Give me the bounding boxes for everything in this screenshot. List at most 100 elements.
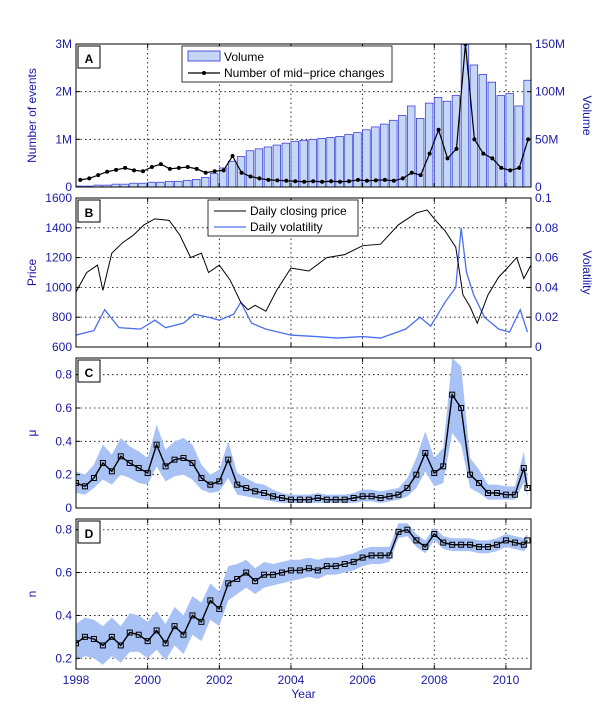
ytick-label: 2M	[55, 85, 72, 99]
estimate-marker	[81, 483, 88, 490]
estimate-marker	[279, 495, 286, 501]
confidence-band	[76, 358, 528, 503]
estimate-marker	[270, 571, 277, 578]
estimate-marker	[135, 465, 142, 471]
volume-bar	[326, 137, 335, 187]
volume-bar	[424, 102, 434, 187]
estimate-marker	[395, 528, 402, 535]
estimate-marker	[332, 496, 339, 503]
volume-bar	[505, 93, 514, 187]
events-point	[140, 169, 145, 174]
estimate-marker	[144, 638, 151, 645]
estimate-marker	[296, 567, 303, 574]
estimate-marker	[135, 631, 142, 638]
estimate-marker	[162, 640, 169, 647]
estimate-marker	[108, 468, 115, 475]
estimate-marker	[413, 537, 420, 544]
estimate-marker	[502, 491, 509, 498]
estimate-marker	[216, 478, 223, 485]
legend-box	[207, 199, 359, 237]
estimate-marker	[524, 537, 531, 544]
events-point	[454, 146, 459, 151]
estimate-marker	[377, 552, 384, 559]
estimate-marker	[422, 543, 429, 550]
y2tick-label: 100M	[535, 85, 565, 99]
ytick-label: 3M	[55, 37, 72, 51]
ytick-label: 0.4	[55, 434, 72, 448]
estimate-marker	[207, 597, 214, 604]
estimate-marker	[153, 441, 160, 448]
estimate-marker	[359, 554, 366, 561]
estimate-marker	[404, 526, 411, 533]
estimate-marker	[90, 475, 97, 481]
volume-bar	[281, 142, 290, 187]
events-point	[364, 178, 369, 183]
estimate-marker	[216, 606, 223, 612]
panel-label-box	[77, 45, 101, 69]
ytick-label: 1200	[45, 251, 72, 265]
panel-label-box	[77, 520, 101, 544]
events-point	[87, 176, 92, 181]
events-point	[284, 178, 289, 183]
events-point	[409, 170, 414, 175]
ytick-label: 0	[65, 501, 72, 515]
frame-c	[75, 357, 532, 509]
events-point	[418, 173, 423, 178]
estimate-marker	[386, 552, 393, 559]
estimate-marker	[225, 580, 232, 587]
events-point	[338, 179, 343, 184]
estimate-marker	[449, 391, 456, 398]
y-axis-label: n	[25, 591, 39, 598]
estimate-marker	[395, 491, 402, 498]
ytick-label: 0.8	[55, 523, 72, 537]
volume-bar	[407, 105, 416, 187]
ytick-label: 600	[52, 340, 72, 354]
xtick-label: 2000	[134, 673, 161, 687]
estimate-marker	[81, 633, 88, 640]
estimate-marker	[476, 543, 483, 550]
estimate-marker	[108, 633, 115, 640]
estimate-marker	[117, 642, 124, 649]
y2tick-label: 0.1	[535, 191, 552, 205]
events-point	[203, 170, 208, 175]
events-point	[212, 169, 217, 174]
volume-bar	[389, 119, 398, 187]
estimate-marker	[511, 539, 518, 546]
estimate-marker	[279, 569, 286, 576]
events-point	[311, 179, 316, 184]
estimate-marker	[511, 491, 518, 498]
estimate-marker	[117, 453, 124, 460]
estimate-marker	[162, 463, 169, 470]
ytick-label: 1M	[55, 132, 72, 146]
volume-bar	[398, 115, 407, 187]
events-point	[132, 168, 137, 173]
events-point	[176, 165, 181, 170]
ytick-label: 0	[65, 180, 72, 194]
volume-bar	[263, 146, 273, 187]
events-point	[96, 173, 101, 178]
estimate-marker	[520, 541, 527, 548]
y-axis-label: μ	[25, 429, 39, 436]
events-point	[149, 164, 154, 169]
events-point	[517, 165, 522, 170]
volume-bar	[174, 180, 183, 187]
events-point	[436, 127, 441, 132]
estimate-marker	[198, 475, 205, 481]
panel-label-box	[77, 199, 101, 223]
estimate-marker	[287, 567, 294, 574]
volume-bar	[478, 74, 488, 187]
estimate-marker	[368, 552, 375, 559]
estimate-marker	[524, 485, 531, 491]
estimate-marker	[99, 460, 106, 466]
estimate-marker	[422, 450, 429, 456]
estimate-marker	[368, 493, 375, 500]
events-point	[167, 166, 172, 171]
ytick-label: 800	[52, 310, 72, 324]
volume-bar	[514, 105, 523, 187]
estimate-marker	[314, 567, 321, 574]
estimate-marker	[287, 496, 294, 503]
frame-b	[75, 197, 532, 348]
estimate-marker	[350, 495, 357, 501]
estimate-marker	[485, 490, 492, 496]
events-point	[293, 179, 298, 184]
